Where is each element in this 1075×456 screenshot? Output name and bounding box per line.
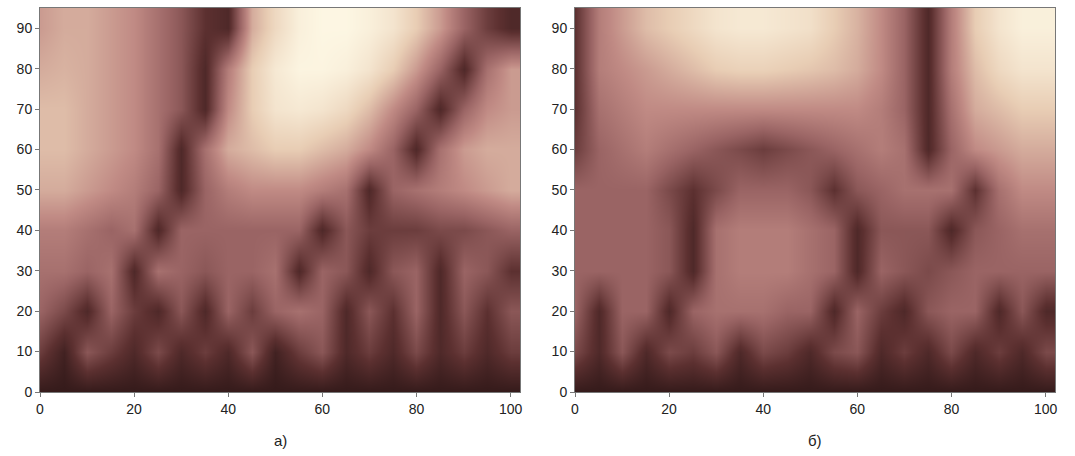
svg-text:80: 80 (409, 401, 425, 417)
svg-text:80: 80 (17, 61, 33, 77)
svg-text:60: 60 (315, 401, 331, 417)
svg-text:20: 20 (552, 303, 568, 319)
svg-text:20: 20 (661, 401, 677, 417)
svg-text:60: 60 (17, 141, 33, 157)
svg-text:а): а) (274, 432, 287, 449)
svg-text:0: 0 (36, 401, 44, 417)
svg-text:20: 20 (17, 303, 33, 319)
svg-text:10: 10 (17, 343, 33, 359)
svg-text:80: 80 (944, 401, 960, 417)
svg-text:100: 100 (499, 401, 523, 417)
svg-text:30: 30 (552, 263, 568, 279)
svg-text:0: 0 (571, 401, 579, 417)
svg-text:40: 40 (17, 222, 33, 238)
svg-text:10: 10 (552, 343, 568, 359)
svg-text:40: 40 (755, 401, 771, 417)
svg-text:70: 70 (17, 101, 33, 117)
svg-text:0: 0 (559, 384, 567, 400)
svg-text:90: 90 (17, 20, 33, 36)
svg-text:50: 50 (17, 182, 33, 198)
svg-text:60: 60 (552, 141, 568, 157)
svg-text:30: 30 (17, 263, 33, 279)
svg-text:0: 0 (24, 384, 32, 400)
svg-text:70: 70 (552, 101, 568, 117)
svg-text:50: 50 (552, 182, 568, 198)
svg-text:20: 20 (126, 401, 142, 417)
svg-text:60: 60 (850, 401, 866, 417)
svg-text:90: 90 (552, 20, 568, 36)
svg-text:40: 40 (220, 401, 236, 417)
svg-text:80: 80 (552, 61, 568, 77)
svg-text:б): б) (808, 432, 822, 449)
svg-text:40: 40 (552, 222, 568, 238)
svg-text:100: 100 (1034, 401, 1058, 417)
